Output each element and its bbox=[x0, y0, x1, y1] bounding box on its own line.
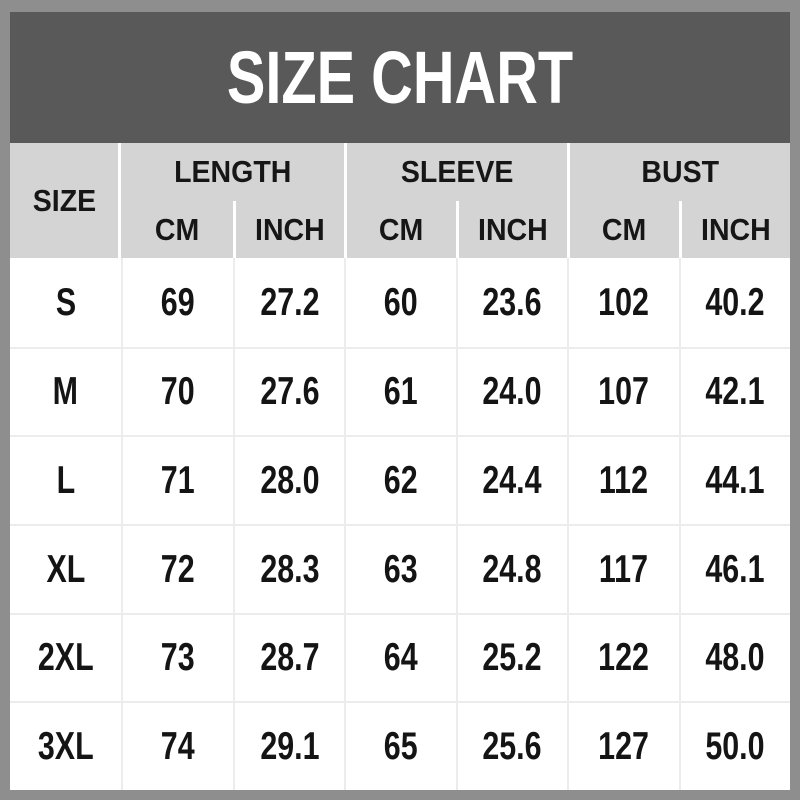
column-group-bust-label: BUST bbox=[641, 154, 719, 190]
cell-bust-cm: 122 bbox=[567, 614, 678, 702]
table-body: S 69 27.2 60 23.6 102 40.2 M 70 27.6 61 … bbox=[10, 258, 790, 790]
column-header-bust-inch: INCH bbox=[678, 200, 790, 258]
size-chart-title: SIZE CHART bbox=[226, 35, 574, 119]
cell-length-cm: 71 bbox=[121, 437, 232, 524]
cell-bust-inch: 50.0 bbox=[678, 703, 790, 790]
cell-bust-inch: 40.2 bbox=[678, 258, 790, 347]
table-row-l: L 71 28.0 62 24.4 112 44.1 bbox=[10, 435, 790, 524]
table-header: SIZE LENGTH SLEEVE BUST CM INCH CM INCH bbox=[10, 143, 790, 258]
cell-size: S bbox=[55, 280, 76, 324]
cell-bust-inch: 42.1 bbox=[678, 348, 790, 436]
cell-sleeve-cm: 62 bbox=[344, 437, 455, 524]
cell-bust-inch: 44.1 bbox=[678, 437, 790, 524]
column-group-bust: BUST bbox=[567, 143, 790, 201]
table-row-xl: XL 72 28.3 63 24.8 117 46.1 bbox=[10, 523, 790, 613]
column-header-length-inch: INCH bbox=[232, 200, 344, 258]
cell-sleeve-cm: 61 bbox=[344, 348, 455, 436]
column-group-length-label: LENGTH bbox=[174, 154, 292, 190]
cell-length-inch: 27.2 bbox=[232, 258, 344, 347]
cell-length-cm: 73 bbox=[121, 614, 232, 702]
cell-size: 3XL bbox=[37, 725, 94, 769]
column-header-bust-cm: CM bbox=[567, 200, 678, 258]
column-header-sleeve-inch: INCH bbox=[455, 200, 567, 258]
cell-sleeve-cm: 63 bbox=[344, 525, 455, 613]
cell-sleeve-cm: 64 bbox=[344, 614, 455, 702]
cell-bust-cm: 127 bbox=[567, 703, 678, 790]
table-row-2xl: 2XL 73 28.7 64 25.2 122 48.0 bbox=[10, 612, 790, 702]
size-chart-panel: SIZE CHART SIZE LENGTH SLEEVE BUST CM IN… bbox=[10, 12, 790, 790]
cell-length-cm: 74 bbox=[121, 703, 232, 790]
table-row-3xl: 3XL 74 29.1 65 25.6 127 50.0 bbox=[10, 701, 790, 790]
cell-sleeve-cm: 65 bbox=[344, 703, 455, 790]
cell-bust-cm: 117 bbox=[567, 525, 678, 613]
cell-bust-inch: 48.0 bbox=[678, 614, 790, 702]
column-group-sleeve: SLEEVE bbox=[344, 143, 567, 201]
cell-size: L bbox=[56, 459, 76, 503]
cell-length-inch: 27.6 bbox=[232, 348, 344, 436]
cell-length-cm: 70 bbox=[121, 348, 232, 436]
column-group-sleeve-label: SLEEVE bbox=[400, 154, 514, 190]
column-header-size-label: SIZE bbox=[32, 183, 96, 218]
cell-sleeve-inch: 25.6 bbox=[455, 703, 567, 790]
cell-length-inch: 28.3 bbox=[232, 525, 344, 613]
cell-sleeve-inch: 24.4 bbox=[455, 437, 567, 524]
cell-size: M bbox=[53, 370, 79, 414]
table-row-s: S 69 27.2 60 23.6 102 40.2 bbox=[10, 258, 790, 347]
column-header-size: SIZE bbox=[10, 143, 122, 258]
cell-length-inch: 28.7 bbox=[232, 614, 344, 702]
cell-bust-cm: 112 bbox=[567, 437, 678, 524]
column-header-sleeve-cm: CM bbox=[344, 200, 455, 258]
cell-length-inch: 29.1 bbox=[232, 703, 344, 790]
cell-size: XL bbox=[46, 547, 86, 591]
cell-bust-inch: 46.1 bbox=[678, 525, 790, 613]
cell-sleeve-inch: 24.8 bbox=[455, 525, 567, 613]
column-header-length-cm: CM bbox=[154, 211, 200, 247]
cell-sleeve-inch: 23.6 bbox=[455, 258, 567, 347]
table-row-m: M 70 27.6 61 24.0 107 42.1 bbox=[10, 346, 790, 436]
size-chart-banner: SIZE CHART bbox=[10, 12, 790, 143]
cell-bust-cm: 107 bbox=[567, 348, 678, 436]
cell-sleeve-inch: 24.0 bbox=[455, 348, 567, 436]
cell-sleeve-cm: 60 bbox=[344, 258, 455, 347]
cell-length-inch: 28.0 bbox=[232, 437, 344, 524]
cell-bust-cm: 102 bbox=[567, 258, 678, 347]
cell-length-cm: 69 bbox=[121, 258, 232, 347]
cell-sleeve-inch: 25.2 bbox=[455, 614, 567, 702]
column-group-length: LENGTH bbox=[121, 143, 344, 201]
cell-size: 2XL bbox=[37, 636, 94, 680]
cell-length-cm: 72 bbox=[121, 525, 232, 613]
